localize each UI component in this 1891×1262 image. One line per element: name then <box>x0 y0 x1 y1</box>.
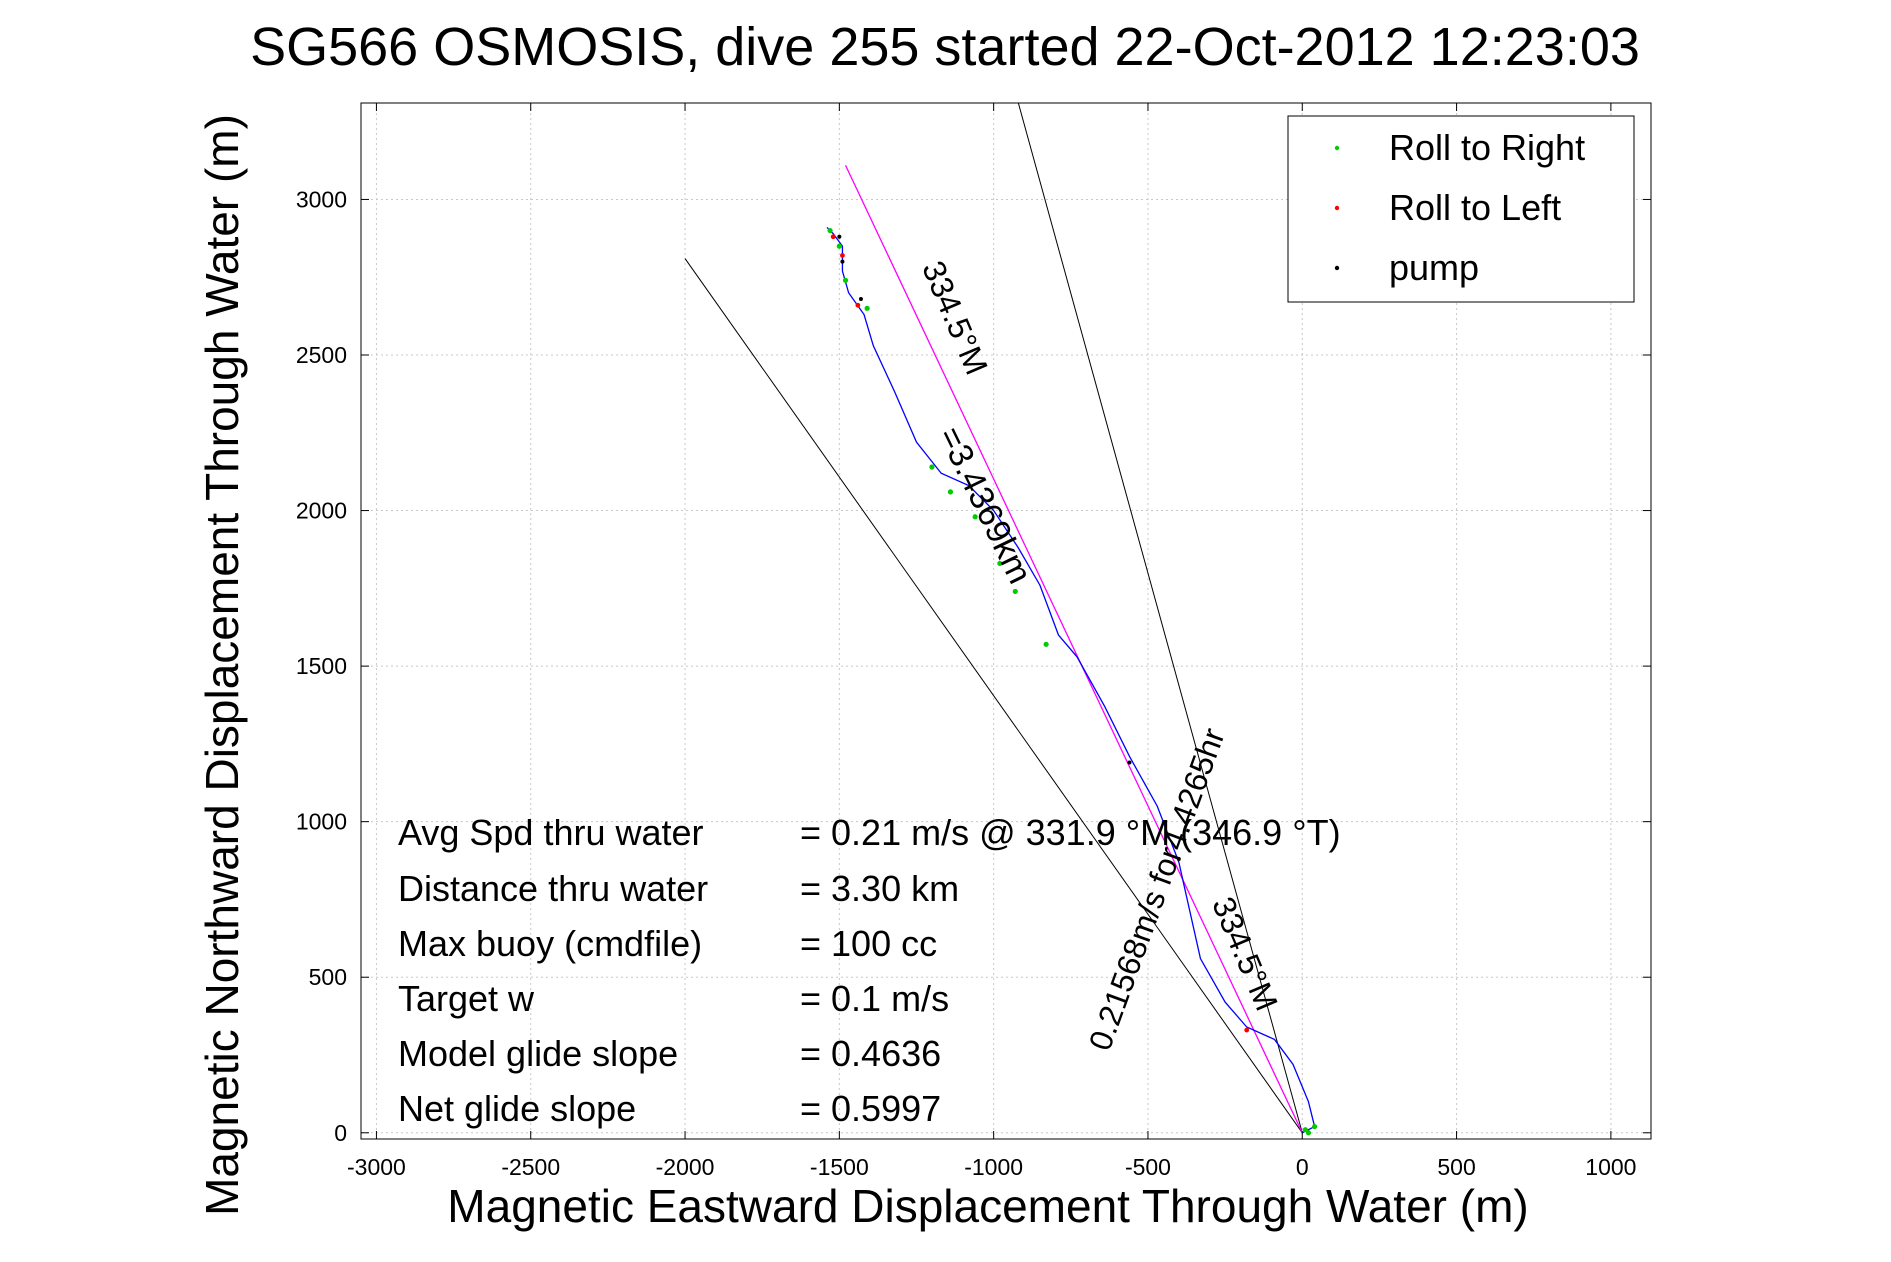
x-tick-label: -500 <box>1125 1154 1171 1180</box>
stat-value: = 0.5997 <box>800 1088 941 1129</box>
roll-left-point <box>840 253 845 258</box>
x-tick-label: -1500 <box>810 1154 869 1180</box>
x-tick-label: 1000 <box>1585 1154 1636 1180</box>
heading-wedge-line <box>684 258 1303 1134</box>
roll-right-point <box>1012 588 1018 595</box>
x-tick-label: 500 <box>1437 1154 1475 1180</box>
x-axis-label: Magnetic Eastward Displacement Through W… <box>447 1180 1528 1232</box>
pump-point <box>840 259 845 264</box>
stat-label: Target w <box>398 978 535 1019</box>
pump-point <box>1127 760 1132 765</box>
y-axis-label: Magnetic Northward Displacement Through … <box>196 114 248 1216</box>
pump-point <box>837 234 842 239</box>
plot-data <box>684 102 1318 1136</box>
stat-label: Max buoy (cmdfile) <box>398 923 702 964</box>
roll-left-point <box>1244 1027 1250 1033</box>
roll-right-point <box>836 243 842 249</box>
target-heading-line <box>844 164 1303 1134</box>
x-tick-label: -2000 <box>656 1154 715 1180</box>
roll-right-point <box>864 305 870 311</box>
y-tick-label: 3000 <box>296 186 347 212</box>
dive-statistics: Avg Spd thru water = 0.21 m/s @ 331.9 °M … <box>398 812 1341 1129</box>
legend-label: Roll to Right <box>1389 127 1585 168</box>
y-tick-label: 2000 <box>296 498 347 524</box>
chart-title: SG566 OSMOSIS, dive 255 started 22-Oct-2… <box>250 17 1640 77</box>
roll-right-point <box>947 489 954 495</box>
legend-label: pump <box>1389 247 1479 288</box>
x-tick-label: 0 <box>1296 1154 1309 1180</box>
legend-marker <box>1334 265 1340 271</box>
roll-right-point <box>929 464 935 470</box>
axis-ticks: -3000 -2500 -2000 -1500 -1000 -500 0 500 1000 0 50… <box>296 103 1651 1180</box>
stat-value: = 0.1 m/s <box>800 978 949 1019</box>
stat-value: = 100 cc <box>800 923 937 964</box>
roll-right-point <box>1302 1127 1308 1133</box>
stat-value: = 3.30 km <box>800 868 959 909</box>
legend: Roll to Right Roll to Left pump <box>1287 115 1635 303</box>
x-tick-label: -2500 <box>501 1154 560 1180</box>
roll-right-point <box>842 277 849 283</box>
roll-right-point <box>972 514 978 520</box>
legend-box <box>1287 115 1635 303</box>
legend-label: Roll to Left <box>1389 187 1561 228</box>
roll-right-point <box>827 227 833 234</box>
roll-right-point <box>1312 1123 1318 1130</box>
roll-left-point <box>830 234 836 240</box>
pump-point <box>1176 857 1181 861</box>
legend-marker <box>1334 205 1340 211</box>
y-tick-label: 500 <box>309 964 347 990</box>
plot-area-frame <box>360 102 1652 1140</box>
stat-label: Avg Spd thru water <box>398 812 704 853</box>
roll-left-point <box>855 302 861 308</box>
stat-value: = 0.4636 <box>800 1033 941 1074</box>
pump-point <box>858 297 863 301</box>
y-tick-label: 1000 <box>296 809 347 835</box>
roll-right-point <box>1043 641 1049 647</box>
stat-label: Net glide slope <box>398 1088 636 1129</box>
heading-wedge-line <box>1017 102 1303 1133</box>
legend-marker <box>1334 145 1340 151</box>
x-tick-label: -1000 <box>964 1154 1023 1180</box>
stat-label: Model glide slope <box>398 1033 678 1074</box>
y-tick-label: 2500 <box>296 342 347 368</box>
roll-right-point <box>997 560 1003 567</box>
y-tick-label: 0 <box>334 1120 347 1146</box>
stat-label: Distance thru water <box>398 868 708 909</box>
stat-value: = 0.21 m/s @ 331.9 °M (346.9 °T) <box>800 812 1341 853</box>
y-tick-label: 1500 <box>296 653 347 679</box>
x-tick-label: -3000 <box>347 1154 406 1180</box>
